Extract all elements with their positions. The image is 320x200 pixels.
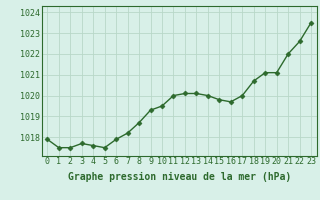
X-axis label: Graphe pression niveau de la mer (hPa): Graphe pression niveau de la mer (hPa)	[68, 172, 291, 182]
